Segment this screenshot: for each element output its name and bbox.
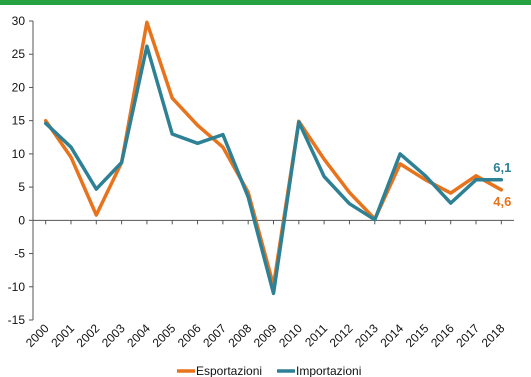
x-tick-label: 2006 bbox=[175, 321, 204, 350]
y-tick-label: 0 bbox=[18, 213, 25, 227]
x-tick-label: 2016 bbox=[428, 321, 457, 350]
series-line-esportazioni bbox=[43, 20, 504, 288]
legend: Esportazioni Importazioni bbox=[177, 364, 361, 377]
x-tick-label: 2013 bbox=[352, 321, 381, 350]
y-tick-label: 20 bbox=[12, 80, 26, 94]
y-tick-label: -5 bbox=[14, 247, 25, 261]
y-tick-label: 5 bbox=[18, 180, 25, 194]
end-labels: 4,6 6,1 bbox=[493, 160, 511, 209]
x-tick-label: 2017 bbox=[453, 321, 482, 350]
x-tick-label: 2009 bbox=[251, 321, 280, 350]
x-tick-label: 2011 bbox=[302, 321, 330, 349]
x-axis: 2000200120022003200420052006200720082009… bbox=[23, 219, 514, 350]
y-axis: 30 25 20 15 10 5 0 -5 -10 -15 bbox=[8, 14, 34, 327]
x-tick-label: 2012 bbox=[327, 321, 356, 350]
x-tick-label: 2014 bbox=[377, 321, 406, 350]
x-tick-label: 2000 bbox=[23, 321, 52, 350]
x-tick-label: 2018 bbox=[479, 321, 508, 350]
x-tick-label: 2001 bbox=[48, 321, 77, 350]
top-accent-bar bbox=[0, 0, 531, 5]
y-tick-label: 10 bbox=[12, 147, 26, 161]
x-tick-label: 2002 bbox=[74, 321, 103, 350]
x-tick-label: 2004 bbox=[124, 321, 153, 350]
legend-label-importazioni: Importazioni bbox=[296, 364, 361, 377]
y-tick-label: 30 bbox=[12, 14, 26, 28]
y-tick-label: -15 bbox=[8, 313, 26, 327]
x-tick-label: 2007 bbox=[200, 321, 229, 350]
y-tick-label: 15 bbox=[12, 114, 26, 128]
series-line-importazioni bbox=[43, 44, 504, 296]
series-lines bbox=[43, 20, 504, 296]
end-label-esportazioni: 4,6 bbox=[493, 194, 511, 209]
y-tick-label: -10 bbox=[8, 280, 26, 294]
x-tick-label: 2003 bbox=[99, 321, 128, 350]
y-tick-label: 25 bbox=[12, 47, 26, 61]
x-tick-label: 2005 bbox=[150, 321, 179, 350]
end-label-importazioni: 6,1 bbox=[493, 160, 511, 175]
x-tick-label: 2015 bbox=[403, 321, 432, 350]
x-tick-label: 2010 bbox=[276, 321, 305, 350]
legend-label-esportazioni: Esportazioni bbox=[196, 364, 262, 377]
x-tick-label: 2008 bbox=[226, 321, 255, 350]
